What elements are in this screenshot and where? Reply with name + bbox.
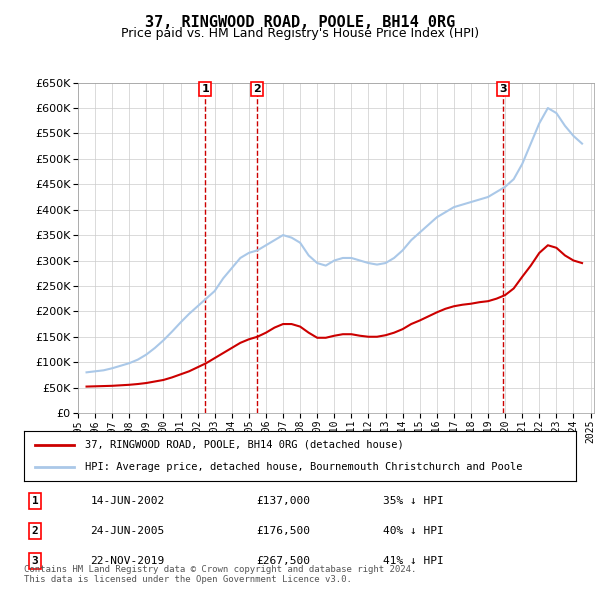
Text: £137,000: £137,000 bbox=[256, 496, 310, 506]
Text: 3: 3 bbox=[32, 556, 38, 566]
Text: 1: 1 bbox=[32, 496, 38, 506]
Text: 1: 1 bbox=[202, 84, 209, 94]
Text: 37, RINGWOOD ROAD, POOLE, BH14 0RG: 37, RINGWOOD ROAD, POOLE, BH14 0RG bbox=[145, 15, 455, 30]
Text: 2: 2 bbox=[32, 526, 38, 536]
Text: 35% ↓ HPI: 35% ↓ HPI bbox=[383, 496, 443, 506]
Text: Contains HM Land Registry data © Crown copyright and database right 2024.
This d: Contains HM Land Registry data © Crown c… bbox=[24, 565, 416, 584]
Text: 2: 2 bbox=[253, 84, 261, 94]
Text: 3: 3 bbox=[499, 84, 507, 94]
Text: £176,500: £176,500 bbox=[256, 526, 310, 536]
Text: 37, RINGWOOD ROAD, POOLE, BH14 0RG (detached house): 37, RINGWOOD ROAD, POOLE, BH14 0RG (deta… bbox=[85, 440, 403, 450]
Text: Price paid vs. HM Land Registry's House Price Index (HPI): Price paid vs. HM Land Registry's House … bbox=[121, 27, 479, 40]
Text: 41% ↓ HPI: 41% ↓ HPI bbox=[383, 556, 443, 566]
Text: 22-NOV-2019: 22-NOV-2019 bbox=[90, 556, 164, 566]
Text: 24-JUN-2005: 24-JUN-2005 bbox=[90, 526, 164, 536]
Text: £267,500: £267,500 bbox=[256, 556, 310, 566]
Text: 14-JUN-2002: 14-JUN-2002 bbox=[90, 496, 164, 506]
Text: HPI: Average price, detached house, Bournemouth Christchurch and Poole: HPI: Average price, detached house, Bour… bbox=[85, 462, 522, 472]
Text: 40% ↓ HPI: 40% ↓ HPI bbox=[383, 526, 443, 536]
